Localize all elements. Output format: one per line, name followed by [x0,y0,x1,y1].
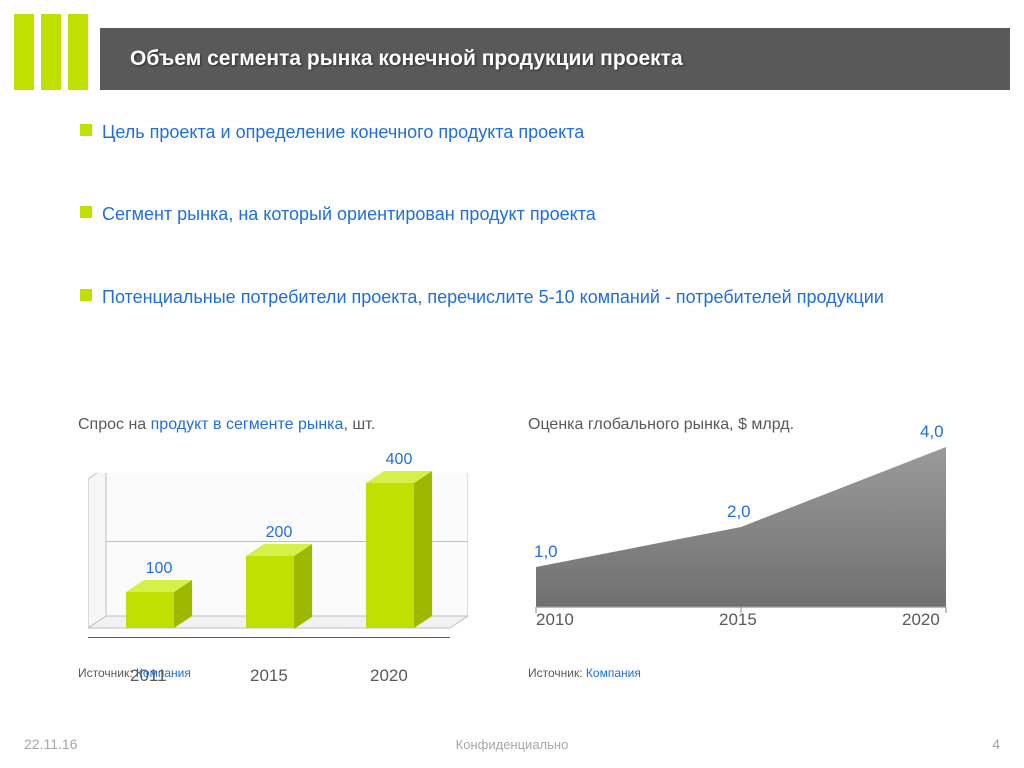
area-xaxis-label: 2010 [536,610,574,630]
bar-chart-title: Спрос на продукт в сегменте рынка, шт. [78,416,478,434]
source-label: Источник: [528,666,583,680]
bar-value-label: 200 [246,524,312,542]
bullet-text: Потенциальные потребители проекта, переч… [102,285,884,309]
area-value-label: 2,0 [727,502,751,522]
area-chart-svg [528,444,958,634]
bar-xaxis-label: 2011 [130,666,167,686]
bullet-item: Сегмент рынка, на который ориентирован п… [80,202,950,226]
title-bar: Объем сегмента рынка конечной продукции … [100,28,1010,90]
bullet-item: Цель проекта и определение конечного про… [80,120,950,144]
bar-chart-title-post: , шт. [343,416,375,433]
bar3d: 100 [126,580,192,628]
bar-chart-block: Спрос на продукт в сегменте рынка, шт. 1… [78,416,478,680]
bar-xaxis-label: 2015 [250,666,288,686]
bar-value-label: 100 [126,560,192,578]
bullet-marker [80,289,92,301]
logo-bar-3 [68,14,88,90]
bullet-marker [80,206,92,218]
area-chart-area: 201020152020 1,02,04,0 [528,444,958,662]
source-value: Компания [586,666,641,680]
source-label: Источник: [78,666,133,680]
bar-chart-title-pre: Спрос на [78,416,151,433]
bar-chart-area: 100200400 201120152020 [78,444,478,662]
area-value-label: 4,0 [920,422,944,442]
bullet-item: Потенциальные потребители проекта, переч… [80,285,950,309]
footer-date: 22.11.16 [24,736,77,752]
area-xaxis-label: 2015 [719,610,757,630]
bar3d: 200 [246,544,312,629]
logo-bars [14,14,88,90]
logo-bar-1 [14,14,34,90]
area-value-label: 1,0 [534,542,558,562]
bullet-text: Цель проекта и определение конечного про… [102,120,584,144]
bar-chart-floor: 100 200 400 [88,473,468,638]
page-title: Объем сегмента рынка конечной продукции … [130,47,683,71]
footer: 22.11.16 Конфиденциально 4 [0,736,1024,752]
bullet-list: Цель проекта и определение конечного про… [80,120,950,309]
bar-value-label: 400 [366,451,432,469]
area-xaxis-label: 2020 [902,610,940,630]
bar3d: 400 [366,471,432,628]
bar-xaxis-label: 2020 [370,666,408,686]
bullet-marker [80,124,92,136]
bullet-text: Сегмент рынка, на который ориентирован п… [102,202,596,226]
area-chart-title: Оценка глобального рынка, $ млрд. [528,416,958,434]
area-chart-block: Оценка глобального рынка, $ млрд. 201020… [528,416,958,680]
bar-chart-title-accent: продукт в сегменте рынка [151,416,344,433]
logo-bar-2 [41,14,61,90]
footer-page: 4 [992,736,1000,752]
area-chart-xaxis: 2010 2015 2020 [528,610,958,632]
footer-confidential: Конфиденциально [456,737,569,752]
area-chart-source: Источник: Компания [528,666,958,680]
charts-row: Спрос на продукт в сегменте рынка, шт. 1… [78,416,958,680]
